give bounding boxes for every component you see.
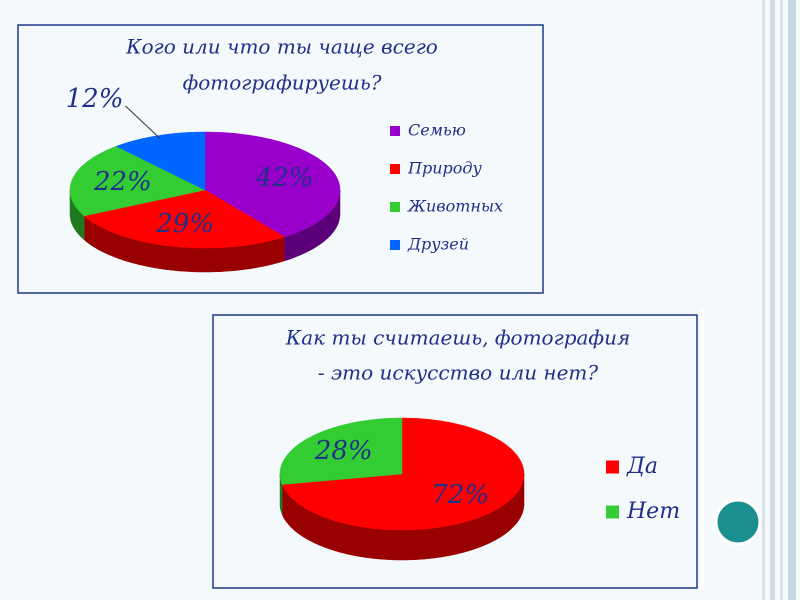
stripe [770,0,775,600]
leader-line [125,105,161,139]
stripe [780,0,783,600]
data-label: 29% [155,209,214,239]
legend-label: Природу [407,159,483,178]
legend-swatch [606,460,619,474]
frame-cover [700,310,704,590]
data-label: 42% [255,163,314,193]
legend-swatch [390,202,400,212]
stripe [762,0,765,600]
legend-swatch [390,164,400,174]
stripe [788,0,796,600]
data-label: 72% [431,480,489,510]
pie-top [281,417,525,531]
legend-swatch [390,126,400,136]
data-label: 28% [314,436,373,466]
pie-top [204,131,341,238]
pie-slice [204,131,341,262]
legend-label: Нет [626,499,680,524]
legend-swatch [390,240,400,250]
chart-title: - это искусство или нет? [318,361,599,385]
pie-slice [83,189,286,273]
chart-title: фотографируешь? [183,71,382,95]
legend-label: Животных [407,197,503,216]
chart-title: Кого или что ты чаще всего [125,35,438,59]
chart-frame [17,24,544,294]
pie-top [83,189,286,249]
pie-slice [279,417,403,515]
legend-label: Друзей [407,235,469,254]
chart-title: Как ты считаешь, фотография [285,326,630,350]
chart-frame [212,314,698,589]
pie-top [279,417,403,485]
legend-swatch [606,505,619,519]
pie-slice [69,146,206,241]
legend-label: Да [626,454,658,479]
data-label: 12% [66,84,124,114]
decor-circle [714,498,762,546]
data-label: 22% [93,167,152,197]
pie-top [69,146,206,217]
legend-label: Семью [408,121,466,140]
